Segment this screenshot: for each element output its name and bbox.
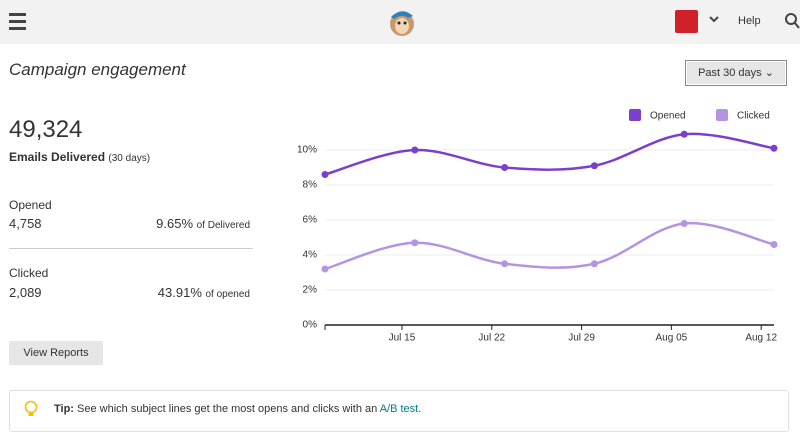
- chart: 0% 2% 4% 6% 8% 10% Jul 15 Jul 22 Jul 29 Aug 05 Aug…: [297, 109, 778, 344]
- data-point: [590, 162, 598, 170]
- tip-box: Tip: See which subject lines get the mos…: [9, 390, 789, 432]
- data-point: [321, 265, 329, 273]
- tip-text: See which subject lines get the most ope…: [77, 403, 378, 415]
- data-point: [411, 239, 419, 247]
- x-tick-label: Aug 05: [656, 333, 688, 344]
- series-line: [324, 132, 775, 176]
- y-tick-label: 0%: [303, 320, 318, 331]
- range-label: Past 30 days: [698, 67, 762, 79]
- legend-swatch: [716, 109, 728, 121]
- menu-icon[interactable]: [9, 12, 27, 32]
- data-point: [770, 241, 778, 248]
- search-icon[interactable]: [785, 13, 800, 29]
- data-point: [501, 260, 509, 268]
- data-point: [680, 220, 688, 227]
- opened-rate: 9.65%: [156, 216, 194, 231]
- data-point: [501, 164, 509, 171]
- delivered-count: 49,324: [9, 116, 83, 143]
- logo[interactable]: [386, 6, 418, 38]
- clicked-value: 2,089: [9, 285, 42, 300]
- x-tick-label: Jul 29: [568, 333, 595, 344]
- tip-link[interactable]: A/B test: [379, 403, 419, 415]
- x-tick-label: Jul 22: [478, 333, 505, 344]
- y-tick-label: 2%: [303, 285, 318, 296]
- chevron[interactable]: [709, 16, 719, 24]
- legend-swatch: [629, 109, 641, 121]
- legend-label: Clicked: [737, 111, 770, 122]
- clicked-rate: 43.91%: [157, 285, 202, 300]
- x-tick-label: Aug 12: [745, 333, 777, 344]
- data-point: [680, 130, 688, 138]
- clicked-label: Clicked: [9, 266, 49, 280]
- data-point: [411, 146, 419, 154]
- series-line: [324, 221, 775, 271]
- y-tick-label: 8%: [303, 180, 318, 191]
- opened-rate-note: of Delivered: [196, 220, 250, 231]
- range-dropdown[interactable]: Past 30 days ⌄: [685, 60, 787, 86]
- x-tick-label: Jul 15: [389, 333, 416, 344]
- tip-suffix: .: [418, 403, 422, 415]
- data-point: [321, 171, 329, 178]
- y-tick-label: 6%: [303, 215, 318, 226]
- delivered-period: (30 days): [108, 153, 151, 164]
- legend-label: Opened: [650, 111, 686, 122]
- page-title: Campaign engagement: [9, 60, 186, 79]
- divider: [9, 248, 253, 249]
- delivered-label: Emails Delivered: [9, 150, 106, 164]
- tip-prefix: Tip:: [54, 403, 74, 415]
- bulb-icon: [24, 400, 38, 416]
- data-point: [770, 144, 778, 152]
- delivered-row: Emails Delivered (30 days): [9, 150, 150, 164]
- opened-label: Opened: [9, 198, 52, 212]
- clicked-rate-row: 43.91% of opened: [158, 285, 250, 300]
- y-tick-label: 4%: [303, 250, 318, 261]
- view-reports-button[interactable]: View Reports: [9, 341, 103, 365]
- avatar[interactable]: [675, 10, 698, 33]
- y-tick-label: 10%: [297, 145, 317, 156]
- help-link[interactable]: Help: [738, 15, 761, 27]
- clicked-rate-note: of opened: [205, 289, 251, 300]
- tip-line: Tip: See which subject lines get the mos…: [54, 403, 421, 415]
- data-point: [590, 260, 598, 268]
- opened-value: 4,758: [9, 216, 42, 231]
- opened-rate-row: 9.65% of Delivered: [156, 216, 250, 231]
